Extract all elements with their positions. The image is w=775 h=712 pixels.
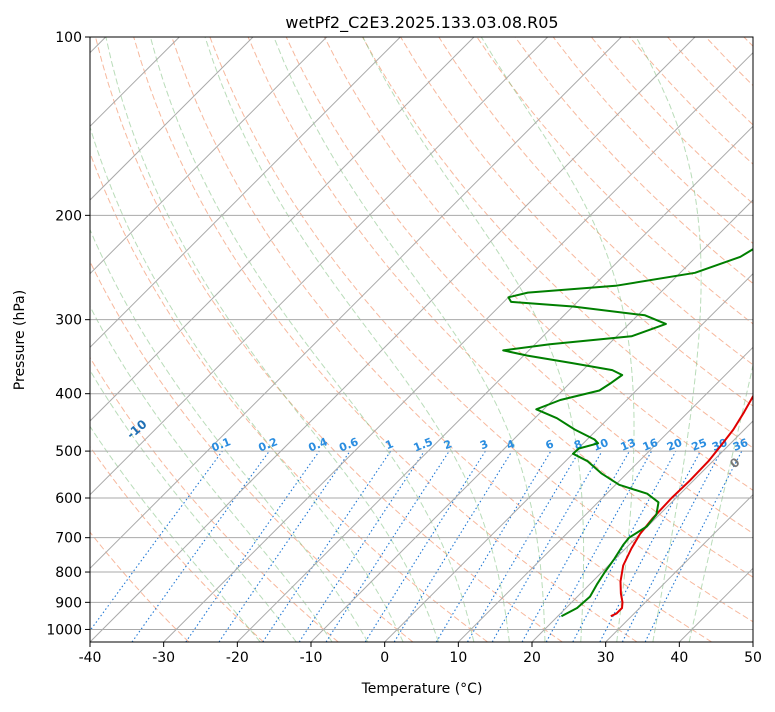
moist-adiabat [274,37,545,642]
moist-adiabat [689,37,775,642]
mixing-ratio-label: 0.4 [307,435,330,454]
mixing-ratio-label: 1 [383,437,395,452]
dry-adiabat [668,37,775,642]
y-tick-label: 900 [55,595,82,611]
dry-adiabat [19,37,413,642]
isotherm [532,37,775,642]
temperature-line [611,37,775,616]
x-axis-label: Temperature (°C) [361,681,483,697]
y-tick-label: 100 [55,30,82,46]
profile-lines [503,37,775,616]
y-tick-label: 500 [55,444,82,460]
mixing-ratio-label: 0.1 [210,435,233,454]
moist-adiabat [9,37,333,642]
y-tick-label: 1000 [46,622,82,638]
moist-adiabat [205,37,509,642]
moist-adiabat [106,37,439,642]
chart-title: wetPf2_C2E3.2025.133.03.08.R05 [285,13,558,33]
y-axis-ticks: 100 200 300 400 500 600 700 800 900 1000 [46,30,90,638]
x-tick-label: 40 [670,650,688,666]
plot-frame [90,37,753,642]
x-axis-ticks: -40 -30 -20 -10 0 10 20 30 40 50 [79,642,762,666]
y-tick-label: 200 [55,208,82,224]
moist-adiabat-label: 0 [727,455,742,471]
y-tick-label: 300 [55,313,82,329]
isotherm [0,37,400,642]
x-tick-label: 20 [523,650,541,666]
line-labels: 0.10.20.40.611.52346810131620253036-100-… [0,43,775,604]
dry-adiabat [477,37,775,642]
mixing-ratio-line [546,451,651,642]
x-tick-label: -40 [79,650,102,666]
mixing-ratio-lines [82,451,742,642]
mixing-ratio-line [573,451,676,642]
moist-adiabat [150,37,474,642]
mixing-ratio-line [263,451,391,642]
mixing-ratio-label: 0.6 [337,435,360,454]
isotherm [0,37,327,642]
isotherm [311,37,775,642]
isotherm [0,37,474,642]
mixing-ratio-line [82,451,223,642]
dry-adiabat [0,37,189,642]
x-tick-label: 30 [597,650,615,666]
mixing-ratio-line [299,451,424,642]
y-axis-label: Pressure (hPa) [12,290,28,390]
mixing-ratio-label: 3 [478,437,490,452]
isotherm [679,37,775,642]
moist-adiabat [363,37,584,642]
mixing-ratio-label: 1.5 [412,435,435,454]
x-tick-label: -20 [226,650,249,666]
dry-adiabats [0,37,775,642]
x-tick-label: -30 [152,650,175,666]
isotherm [16,37,621,642]
mixing-ratio-label: 0.2 [257,435,280,454]
x-tick-label: 0 [380,650,389,666]
dry-adiabat [57,37,487,642]
mixing-ratio-label: 6 [544,437,556,452]
isotherm [164,37,769,642]
plot-area: 0.10.20.40.611.52346810131620253036-100-… [0,37,775,642]
mixing-ratio-line [436,451,551,642]
dry-adiabat [0,37,264,642]
moist-adiabats [0,37,775,642]
x-tick-label: 50 [744,650,762,666]
x-tick-label: -10 [300,650,323,666]
x-tick-label: 10 [449,650,467,666]
dry-adiabat-label: -10 [124,417,150,442]
dry-adiabat [0,37,338,642]
mixing-ratio-line [468,451,580,642]
mixing-ratio-line [326,451,449,642]
dry-adiabat [744,37,775,642]
y-tick-label: 600 [55,491,82,507]
dry-adiabat [706,37,775,642]
dry-adiabat [515,37,775,642]
y-tick-label: 800 [55,565,82,581]
dry-adiabat [553,37,775,642]
y-tick-label: 700 [55,531,82,547]
moist-adiabat [37,37,368,642]
y-tick-label: 400 [55,387,82,403]
isobars [90,37,753,629]
isotherm [458,37,775,642]
dewpoint-line [503,37,775,616]
isotherm [0,37,253,642]
mixing-ratio-label: 4 [505,437,517,452]
isotherms [0,37,775,642]
moist-adiabat [0,37,260,642]
dry-adiabat [134,37,637,642]
moist-adiabat [481,37,634,642]
isotherm [753,37,775,642]
mixing-ratio-label: 2 [442,437,454,452]
